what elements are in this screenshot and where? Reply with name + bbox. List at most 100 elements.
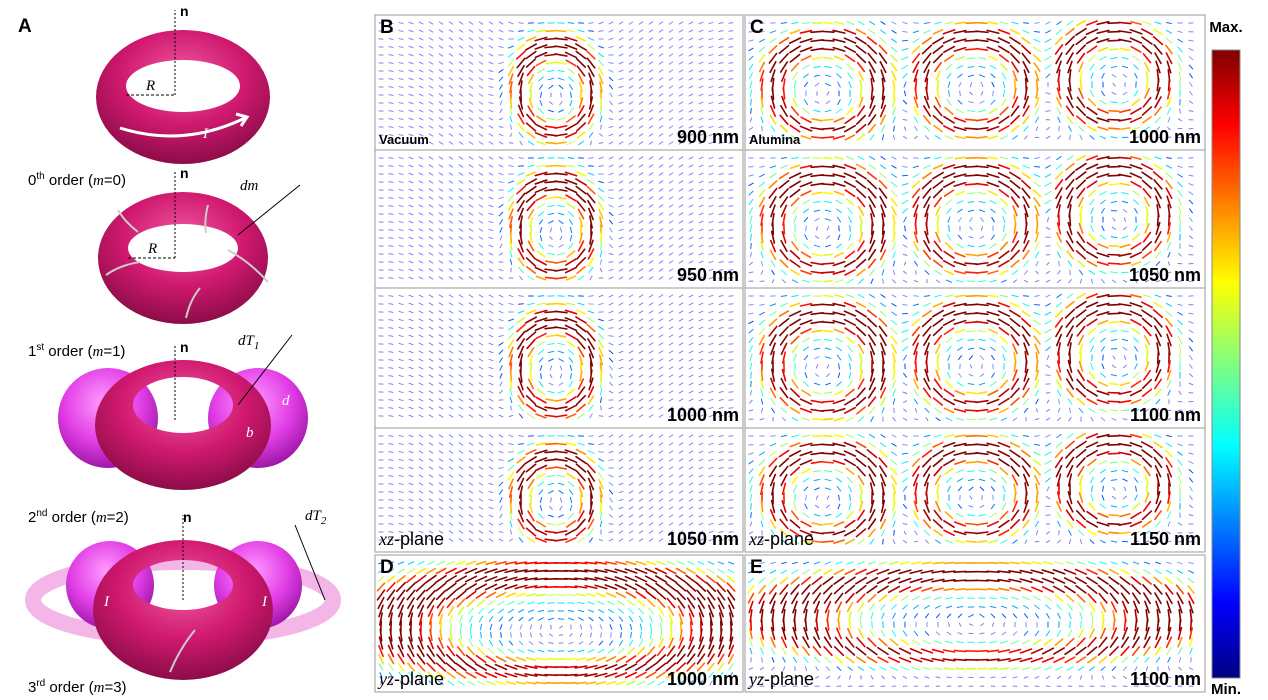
field-arrow	[389, 270, 393, 271]
caption-part: =1)	[103, 343, 125, 360]
caption-part: m	[96, 510, 107, 526]
field-arrow	[977, 137, 987, 138]
field-arrow	[1108, 313, 1120, 314]
field-arrow	[389, 87, 393, 88]
field-arrow	[729, 95, 733, 96]
field-arrow	[729, 214, 733, 215]
field-arrow	[965, 166, 977, 167]
field-arrow	[822, 304, 834, 305]
field-arrow	[1037, 409, 1038, 412]
order-caption: 2nd order (m=2)	[28, 508, 129, 526]
field-arrow	[546, 31, 556, 32]
field-arrow	[813, 419, 822, 420]
field-arrow	[965, 410, 977, 411]
field-arrow	[905, 226, 906, 231]
field-arrow	[968, 340, 974, 341]
normal-label: n	[180, 3, 189, 19]
field-arrow	[822, 401, 833, 402]
field-arrow	[795, 90, 796, 97]
field-arrow	[1081, 80, 1082, 89]
field-arrow	[813, 281, 821, 282]
field-arrow	[589, 436, 593, 437]
field-arrow	[751, 234, 752, 240]
field-arrow	[491, 632, 492, 637]
field-arrow	[883, 87, 884, 99]
caption-part: m	[94, 680, 105, 696]
field-arrow	[389, 111, 393, 112]
field-arrow	[389, 416, 393, 417]
field-arrow	[729, 328, 733, 329]
field-arrow	[823, 541, 834, 542]
field-arrow	[977, 541, 986, 542]
field-arrow	[389, 39, 393, 40]
field-arrow	[965, 313, 977, 314]
field-arrow	[1180, 109, 1181, 113]
field-arrow	[822, 128, 834, 129]
field-arrow	[729, 312, 733, 313]
field-arrow	[389, 246, 393, 247]
field-arrow	[729, 23, 733, 24]
field-arrow	[556, 443, 566, 444]
field-arrow	[1109, 246, 1118, 247]
normal-label: n	[180, 339, 189, 355]
field-arrow	[568, 158, 574, 159]
field-arrow	[903, 445, 908, 446]
field-arrow	[389, 492, 393, 493]
field-arrow	[389, 158, 393, 159]
torus-0	[96, 10, 270, 164]
field-arrow	[729, 47, 733, 48]
field-arrow	[822, 272, 834, 273]
field-arrow	[1108, 524, 1120, 525]
symbol: dT1	[238, 333, 259, 352]
field-arrow	[389, 408, 393, 409]
field-arrow	[937, 80, 938, 88]
field-arrow	[977, 23, 987, 24]
field-arrow	[966, 49, 977, 50]
field-arrow	[389, 508, 393, 509]
field-arrow	[1023, 158, 1028, 159]
field-arrow	[966, 119, 977, 120]
field-arrow	[729, 476, 733, 477]
field-arrow	[1108, 401, 1120, 402]
field-arrow	[1070, 214, 1071, 226]
field-arrow	[389, 468, 393, 469]
field-arrow	[850, 225, 851, 231]
field-arrow	[389, 63, 393, 64]
field-arrow	[389, 182, 393, 183]
field-arrow	[822, 263, 834, 264]
caption-part: =3)	[104, 679, 126, 696]
plane-var: xz	[378, 529, 394, 549]
panel-label: A	[18, 16, 32, 37]
field-arrow	[751, 503, 752, 509]
field-arrow	[914, 541, 917, 542]
caption-part: m	[93, 173, 104, 189]
field-arrow	[729, 246, 733, 247]
field-arrow	[389, 166, 393, 167]
caption-part: th	[36, 171, 44, 182]
field-arrow	[965, 40, 977, 41]
field-arrow	[556, 166, 565, 167]
field-arrow	[824, 281, 833, 282]
field-arrow	[729, 392, 733, 393]
field-arrow	[1109, 111, 1119, 112]
symbol: d	[282, 393, 290, 409]
normal-label: n	[180, 165, 189, 181]
field-arrow	[389, 500, 393, 501]
field-arrow	[822, 532, 834, 533]
field-arrow	[965, 401, 977, 402]
field-arrow	[729, 344, 733, 345]
field-arrow	[960, 91, 961, 95]
field-arrow	[751, 109, 752, 114]
field-arrow	[521, 633, 522, 637]
caption-part: 3	[28, 679, 36, 696]
symbol: b	[246, 425, 254, 441]
field-arrow	[965, 263, 977, 264]
field-arrow	[389, 336, 393, 337]
field-arrow	[1110, 384, 1119, 385]
field-arrow	[993, 91, 994, 96]
field-arrow	[915, 223, 916, 234]
field-arrow	[729, 516, 733, 517]
symbol: I	[261, 594, 268, 610]
field-arrow	[729, 360, 733, 361]
wavelength-label: 1000 nm	[667, 405, 739, 425]
